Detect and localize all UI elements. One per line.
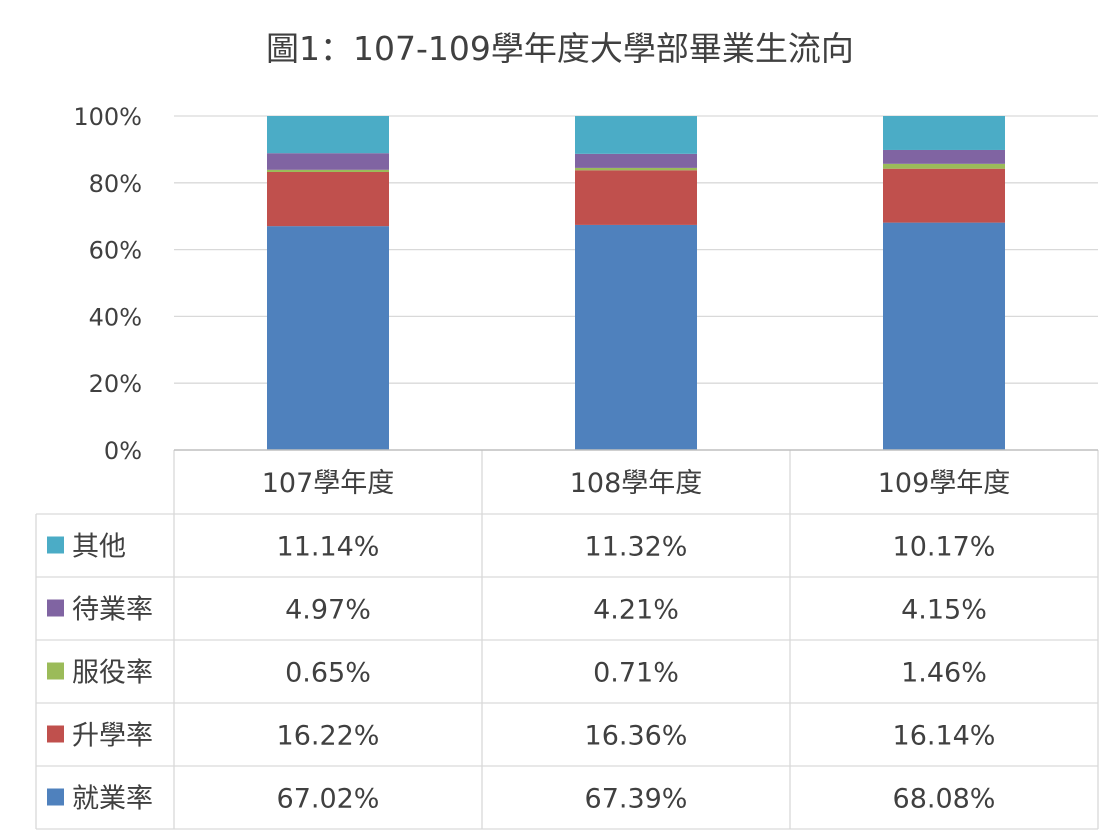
legend-swatch (47, 536, 64, 554)
y-tick-label: 80% (89, 170, 142, 198)
data-label: 1.46% (901, 658, 987, 689)
bar-segment (883, 222, 1005, 450)
data-label: 4.15% (901, 595, 987, 626)
series-label: 其他 (72, 532, 126, 563)
data-label: 0.65% (285, 658, 371, 689)
bar-segment (267, 153, 389, 170)
legend-swatch (47, 662, 64, 680)
series-label: 就業率 (72, 784, 153, 815)
category-label: 109學年度 (878, 468, 1011, 499)
bar-segment (575, 170, 697, 225)
data-label: 67.39% (585, 784, 688, 815)
data-label: 16.14% (893, 721, 996, 752)
data-label: 4.97% (285, 595, 371, 626)
data-label: 4.21% (593, 595, 679, 626)
y-tick-label: 60% (89, 237, 142, 265)
bar-segment (883, 116, 1005, 150)
bar-segment (267, 116, 389, 154)
y-tick-label: 0% (104, 437, 142, 465)
category-label: 107學年度 (262, 468, 395, 499)
data-label: 16.22% (277, 721, 380, 752)
data-label: 67.02% (277, 784, 380, 815)
bar-segment (883, 163, 1005, 169)
data-label: 11.32% (585, 532, 688, 563)
data-label: 68.08% (893, 784, 996, 815)
bar-segment (575, 116, 697, 154)
category-label: 108學年度 (570, 468, 703, 499)
series-label: 服役率 (72, 658, 153, 689)
bar-segment (267, 226, 389, 450)
chart-title: 圖1：107-109學年度大學部畢業生流向 (266, 29, 854, 68)
legend-swatch (47, 725, 64, 743)
legend-swatch (47, 788, 64, 806)
data-label: 11.14% (277, 532, 380, 563)
y-tick-label: 40% (89, 303, 142, 331)
bar-segment (575, 224, 697, 450)
bar-segment (267, 171, 389, 227)
bars (267, 116, 1005, 450)
bar-segment (883, 168, 1005, 223)
bar-segment (575, 167, 697, 171)
data-label: 0.71% (593, 658, 679, 689)
y-tick-label: 20% (89, 370, 142, 398)
bar-segment (267, 169, 389, 172)
data-label: 16.36% (585, 721, 688, 752)
y-axis: 0% 20% 40% 60% 80% 100% (73, 103, 142, 465)
legend-swatch (47, 599, 64, 617)
bar-segment (883, 149, 1005, 164)
series-label: 待業率 (72, 595, 153, 626)
series-label: 升學率 (72, 721, 153, 752)
bar-segment (575, 153, 697, 168)
y-tick-label: 100% (73, 103, 142, 131)
data-label: 10.17% (893, 532, 996, 563)
